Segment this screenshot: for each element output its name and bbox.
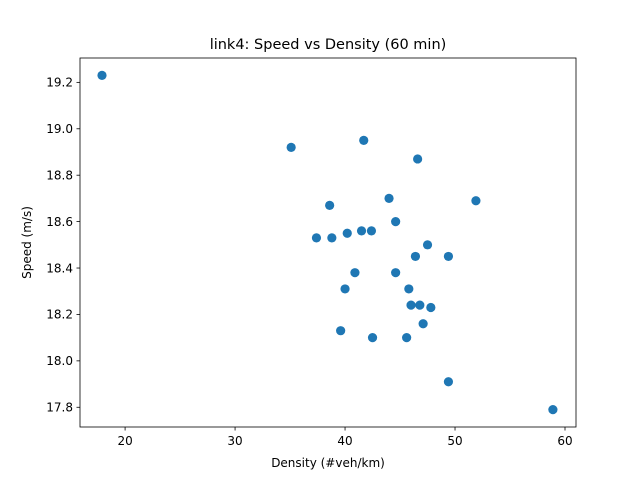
data-point: [426, 302, 436, 313]
y-tick-label: 18.2: [46, 308, 73, 322]
y-tick-label: 18.4: [46, 261, 73, 275]
data-point: [443, 251, 454, 262]
data-point: [548, 404, 558, 415]
data-point: [342, 228, 352, 238]
data-points: [97, 70, 558, 415]
data-point: [422, 240, 433, 250]
data-point: [384, 193, 394, 204]
x-tick-label: 40: [337, 434, 352, 448]
data-point: [402, 333, 412, 343]
data-point: [391, 217, 401, 227]
data-point: [413, 154, 423, 164]
data-point: [336, 326, 346, 336]
data-point: [404, 284, 414, 294]
data-point: [325, 200, 335, 210]
y-tick-label: 18.6: [46, 215, 73, 229]
data-point: [286, 142, 296, 152]
data-point: [406, 300, 416, 310]
data-point: [350, 268, 360, 278]
x-tick-label: 60: [557, 434, 572, 448]
x-axis-ticks: 20 30 40 50 60: [117, 427, 573, 448]
data-point: [359, 135, 369, 145]
data-point: [418, 319, 428, 329]
data-point: [367, 333, 378, 343]
x-tick-label: 50: [447, 434, 462, 448]
data-point: [311, 233, 322, 243]
x-tick-label: 30: [227, 434, 242, 448]
y-tick-label: 19.0: [46, 122, 73, 136]
chart-title: link4: Speed vs Density (60 min): [210, 37, 447, 53]
y-axis-label: Speed (m/s): [20, 206, 34, 279]
data-point: [443, 377, 454, 387]
y-tick-label: 18.8: [46, 168, 73, 182]
data-point: [97, 70, 107, 81]
data-point: [356, 226, 367, 236]
y-tick-label: 19.2: [46, 76, 73, 90]
data-point: [340, 284, 350, 294]
data-point: [471, 196, 481, 206]
y-tick-label: 18.0: [46, 354, 73, 368]
data-point: [415, 300, 425, 310]
plot-frame: [79, 57, 577, 428]
y-axis-ticks: 17.8 18.0 18.2 18.4 18.6 18.8 19.0 19.2: [46, 76, 80, 415]
plot-area: [80, 58, 576, 427]
y-tick-label: 17.8: [46, 401, 73, 415]
x-tick-label: 20: [117, 434, 132, 448]
data-point: [410, 251, 421, 262]
data-point: [366, 226, 377, 236]
data-point: [327, 233, 337, 243]
x-axis-label: Density (#veh/km): [271, 456, 385, 470]
data-point: [391, 268, 401, 278]
